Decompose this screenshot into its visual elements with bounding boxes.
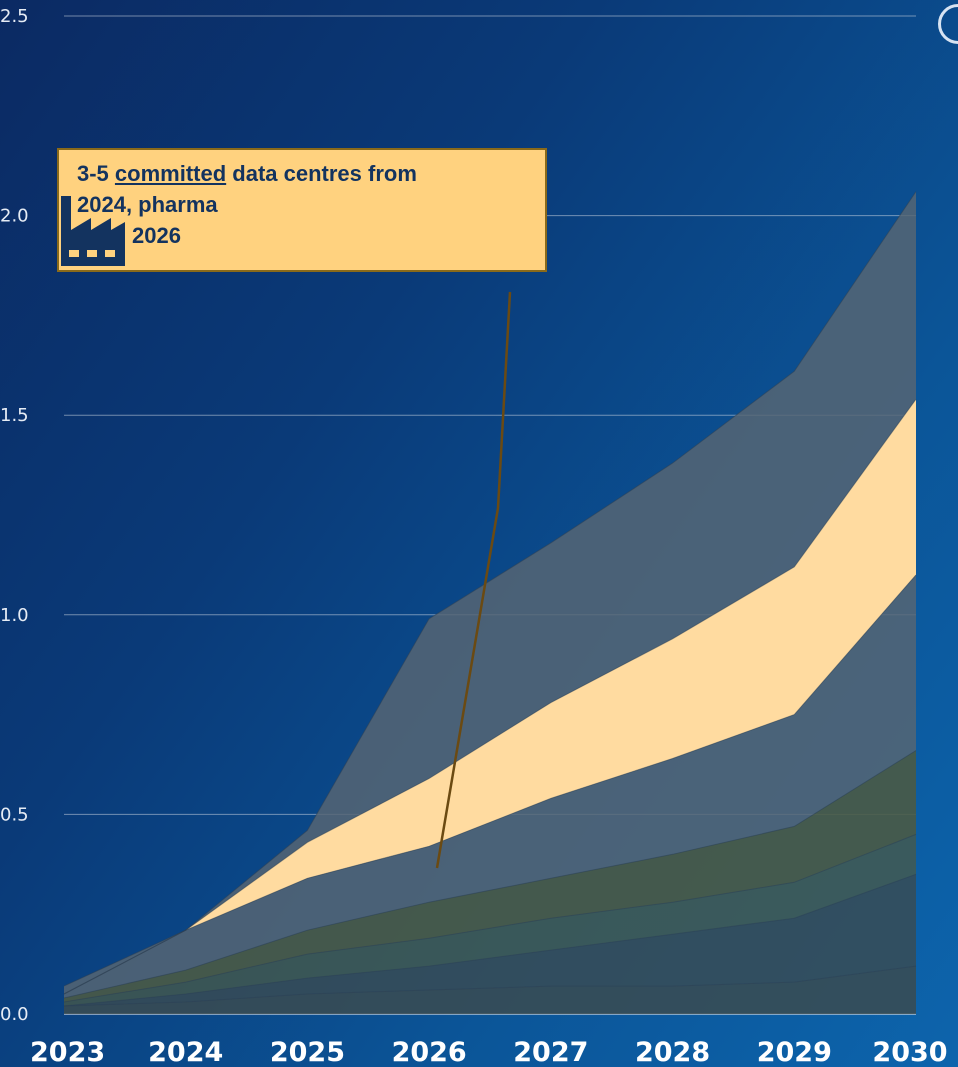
y-tick-label: 2.5: [0, 6, 29, 27]
series-line-3: [63, 574, 917, 995]
y-tick-label: 2.0: [0, 206, 29, 227]
annotation-line2: 2024, pharma: [77, 192, 218, 217]
annotation-line1-before: 3-5: [77, 161, 115, 186]
series-line-1: [63, 191, 917, 987]
area-band-2: [64, 399, 916, 994]
area-band-5: [64, 834, 916, 1006]
series-line-4: [63, 750, 917, 999]
annotation-leader-line: [435, 291, 512, 869]
annotation-callout: 3-5 committed data centres from 2024, ph…: [57, 148, 547, 272]
series-line-5: [63, 833, 917, 1003]
series-line-7: [63, 965, 917, 1007]
x-tick-label: 2027: [513, 1037, 588, 1067]
x-tick-label: 2025: [270, 1037, 345, 1067]
factory-icon: [61, 196, 125, 266]
series-line-2: [63, 398, 917, 995]
annotation-committed: committed: [114, 161, 227, 186]
y-tick-label: 1.0: [0, 605, 29, 626]
x-tick-label: 2024: [148, 1037, 223, 1067]
area-band-6: [64, 874, 916, 1006]
area-band-7: [64, 966, 916, 1014]
series-line-6: [63, 873, 917, 1007]
y-tick-label: 0.0: [0, 1004, 29, 1025]
x-tick-label: 2028: [635, 1037, 710, 1067]
y-tick-label: 1.5: [0, 405, 29, 426]
x-tick-label: 2026: [392, 1037, 467, 1067]
x-tick-label: 2029: [757, 1037, 832, 1067]
x-tick-label: 2030: [872, 1037, 947, 1067]
y-tick-label: 0.5: [0, 804, 29, 825]
area-band-3: [64, 574, 916, 998]
x-tick-label: 2023: [30, 1037, 105, 1067]
area-band-1: [64, 191, 916, 995]
area-band-4: [64, 750, 916, 1002]
annotation-line1-after: data centres from: [226, 161, 417, 186]
